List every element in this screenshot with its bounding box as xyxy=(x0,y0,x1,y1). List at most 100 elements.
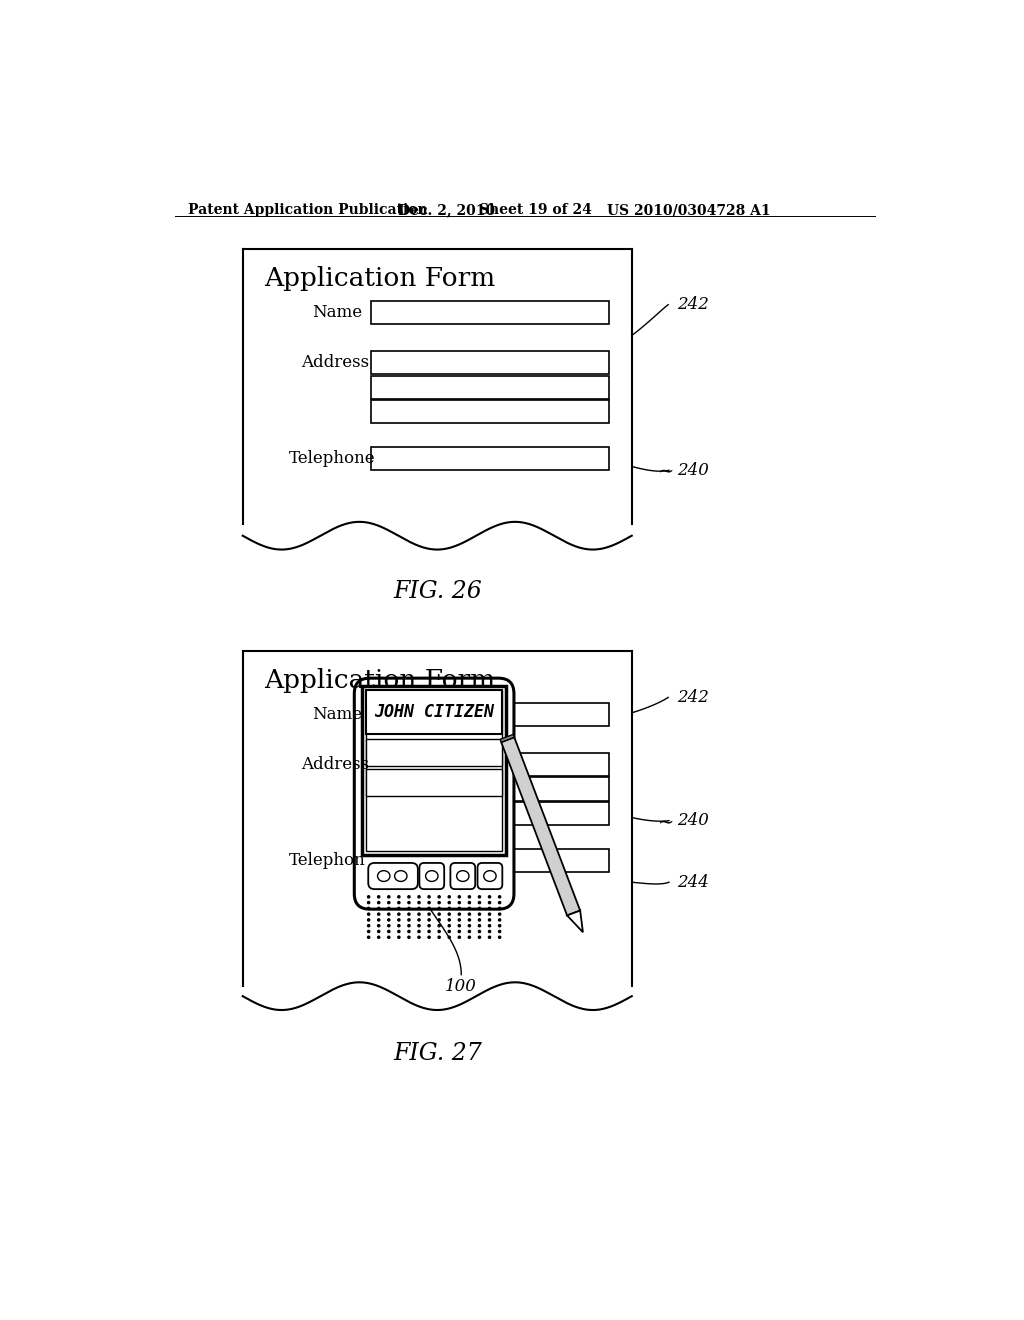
Circle shape xyxy=(488,913,490,915)
Bar xyxy=(366,690,503,734)
Text: Telephone: Telephone xyxy=(289,450,376,467)
Circle shape xyxy=(438,919,440,921)
Circle shape xyxy=(478,913,480,915)
FancyBboxPatch shape xyxy=(369,863,418,890)
Circle shape xyxy=(499,936,501,939)
Bar xyxy=(362,686,506,855)
Circle shape xyxy=(499,919,501,921)
Bar xyxy=(371,702,608,726)
Circle shape xyxy=(428,919,430,921)
Circle shape xyxy=(438,936,440,939)
Circle shape xyxy=(397,913,400,915)
Text: ∼: ∼ xyxy=(658,814,675,832)
Circle shape xyxy=(478,902,480,904)
Circle shape xyxy=(418,896,420,898)
Circle shape xyxy=(388,913,390,915)
Bar xyxy=(371,849,608,873)
Circle shape xyxy=(397,902,400,904)
Circle shape xyxy=(418,924,420,927)
Circle shape xyxy=(428,924,430,927)
Circle shape xyxy=(449,896,451,898)
Circle shape xyxy=(478,931,480,932)
Circle shape xyxy=(438,896,440,898)
Circle shape xyxy=(428,936,430,939)
Text: 240: 240 xyxy=(677,812,709,829)
Text: Sheet 19 of 24: Sheet 19 of 24 xyxy=(479,203,592,216)
Bar xyxy=(371,351,608,374)
Circle shape xyxy=(449,913,451,915)
Circle shape xyxy=(368,913,370,915)
Circle shape xyxy=(388,936,390,939)
Bar xyxy=(371,376,608,399)
Circle shape xyxy=(458,936,461,939)
Circle shape xyxy=(388,919,390,921)
Circle shape xyxy=(368,902,370,904)
Circle shape xyxy=(428,902,430,904)
Circle shape xyxy=(438,913,440,915)
FancyBboxPatch shape xyxy=(354,678,514,909)
Circle shape xyxy=(449,936,451,939)
Circle shape xyxy=(438,902,440,904)
Circle shape xyxy=(488,907,490,909)
Circle shape xyxy=(378,913,380,915)
Text: 244: 244 xyxy=(677,874,709,891)
Circle shape xyxy=(478,896,480,898)
Circle shape xyxy=(468,902,470,904)
Circle shape xyxy=(478,936,480,939)
Circle shape xyxy=(418,919,420,921)
Text: Address: Address xyxy=(301,354,369,371)
Circle shape xyxy=(499,913,501,915)
Text: JOHN CITIZEN: JOHN CITIZEN xyxy=(374,704,495,721)
Text: 242: 242 xyxy=(677,689,709,706)
Circle shape xyxy=(408,896,410,898)
Text: Address: Address xyxy=(301,756,369,774)
Circle shape xyxy=(397,931,400,932)
Circle shape xyxy=(388,924,390,927)
Circle shape xyxy=(468,931,470,932)
Circle shape xyxy=(388,902,390,904)
Polygon shape xyxy=(501,738,581,916)
Circle shape xyxy=(468,913,470,915)
Circle shape xyxy=(449,907,451,909)
Circle shape xyxy=(428,896,430,898)
Circle shape xyxy=(388,896,390,898)
Bar xyxy=(371,447,608,470)
Circle shape xyxy=(408,924,410,927)
Circle shape xyxy=(428,913,430,915)
Circle shape xyxy=(499,902,501,904)
Circle shape xyxy=(378,919,380,921)
Bar xyxy=(371,400,608,424)
Circle shape xyxy=(458,907,461,909)
Circle shape xyxy=(418,907,420,909)
Circle shape xyxy=(388,907,390,909)
FancyBboxPatch shape xyxy=(420,863,444,890)
Bar xyxy=(371,301,608,323)
Circle shape xyxy=(397,936,400,939)
Circle shape xyxy=(397,907,400,909)
Circle shape xyxy=(488,919,490,921)
Circle shape xyxy=(408,913,410,915)
Circle shape xyxy=(408,902,410,904)
Circle shape xyxy=(458,919,461,921)
Circle shape xyxy=(488,896,490,898)
Circle shape xyxy=(458,931,461,932)
Text: US 2010/0304728 A1: US 2010/0304728 A1 xyxy=(607,203,771,216)
Circle shape xyxy=(397,924,400,927)
Bar xyxy=(366,739,503,766)
Circle shape xyxy=(438,907,440,909)
Text: 100: 100 xyxy=(445,978,477,995)
Circle shape xyxy=(418,931,420,932)
Circle shape xyxy=(488,902,490,904)
Circle shape xyxy=(468,924,470,927)
Circle shape xyxy=(458,913,461,915)
Circle shape xyxy=(428,931,430,932)
Circle shape xyxy=(378,907,380,909)
Bar xyxy=(366,770,503,796)
Bar xyxy=(366,689,503,851)
Circle shape xyxy=(458,924,461,927)
Text: 242: 242 xyxy=(677,296,709,313)
Circle shape xyxy=(478,924,480,927)
Circle shape xyxy=(449,902,451,904)
Circle shape xyxy=(368,907,370,909)
Circle shape xyxy=(488,924,490,927)
